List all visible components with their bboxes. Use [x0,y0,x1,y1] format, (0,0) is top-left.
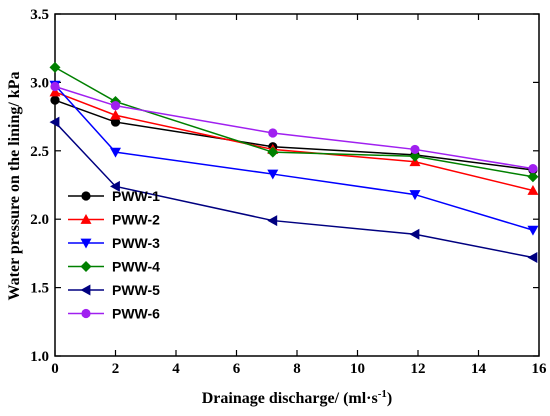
x-tick-label: 2 [112,361,120,377]
legend-marker [80,261,92,272]
data-point [410,144,420,155]
legend-marker [80,214,92,224]
legend-label: PWW-4 [112,259,160,275]
legend-item: PWW-1 [68,188,160,204]
data-point [527,184,539,195]
data-point [267,146,279,158]
data-point [267,215,278,227]
data-point [527,225,539,236]
data-point [268,128,278,138]
data-point [49,116,60,128]
x-tick-label: 8 [293,361,301,377]
y-tick-label: 3.0 [30,75,49,91]
data-point [110,101,121,111]
x-tick-label: 4 [172,361,180,377]
legend-item: PWW-4 [68,259,160,275]
x-tick-label: 12 [411,361,426,377]
data-point [267,169,279,180]
data-point [50,95,60,105]
x-axis-title-superscript: -1 [378,388,387,400]
data-point [50,81,60,92]
legend-item: PWW-3 [68,235,160,251]
series-PWW-5 [49,116,538,264]
data-point [527,171,539,183]
data-point [49,86,61,97]
legend-item: PWW-5 [68,282,160,298]
x-axis-title-end: ) [387,390,392,407]
y-tick-label: 3.5 [30,7,49,23]
data-point [49,61,61,73]
series-group [49,61,539,264]
x-axis-title: Drainage discharge/ (ml·s-1) [202,388,392,407]
series-PWW-2 [49,86,539,195]
data-point [110,117,121,127]
x-tick-label: 16 [532,361,548,377]
legend-label: PWW-3 [112,235,160,251]
x-tick-label: 10 [350,361,365,377]
data-point [409,228,420,240]
data-point [409,150,421,162]
x-tick-label: 14 [471,361,487,377]
legend-marker [81,191,91,201]
legend-label: PWW-1 [112,188,160,204]
data-point [528,163,538,174]
axis-ticks: 0 2 4 6 8 10 12 14 16 1.0 1.5 2.0 2.5 3.0 3.5 [30,7,547,377]
data-point [409,190,421,201]
legend-marker [81,308,91,319]
data-point [527,252,538,264]
y-tick-label: 1.5 [30,281,49,297]
y-tick-label: 2.5 [30,144,49,160]
y-tick-label: 1.0 [30,349,49,365]
data-point [110,147,121,158]
legend-label: PWW-6 [112,306,160,322]
data-point [110,109,121,120]
legend-marker [80,238,92,249]
x-tick-label: 6 [233,361,241,377]
legend-label: PWW-2 [112,212,160,228]
x-tick-label: 0 [51,361,59,377]
legend-marker [80,284,91,296]
legend-item: PWW-6 [68,306,160,322]
series-PWW-4 [49,61,539,183]
data-point [110,180,120,192]
legend-item: PWW-2 [68,212,160,228]
series-line [54,85,534,170]
legend: PWW-1 PWW-2 PWW-3 PWW-4 PWW-5 PWW-6 [68,188,160,322]
series-PWW-6 [50,81,538,174]
series-line [54,91,534,192]
x-axis-title-main: Drainage discharge/ (ml·s [202,390,378,407]
y-axis-title: Water pressure on the lining/ kPa [6,72,23,301]
y-tick-label: 2.0 [30,212,49,228]
legend-label: PWW-5 [112,282,160,298]
